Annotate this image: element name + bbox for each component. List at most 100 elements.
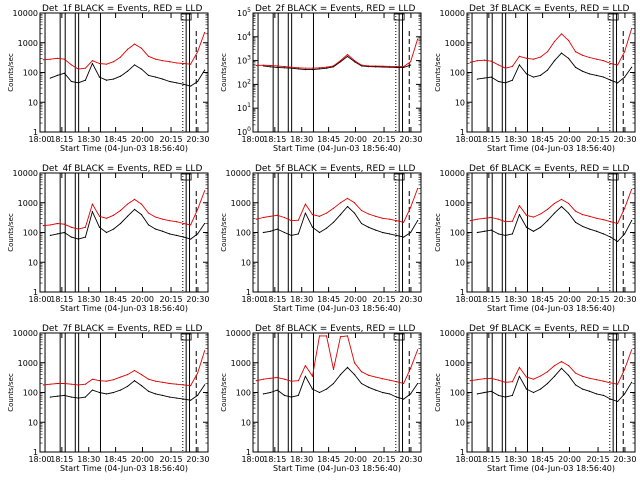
data-point-lld: [532, 378, 535, 380]
data-point-lld: [77, 68, 80, 70]
data-point-lld: [332, 207, 335, 209]
data-point-events: [588, 73, 591, 75]
data-point-lld: [490, 377, 492, 379]
y-tick-label: 1: [460, 448, 465, 457]
data-point-lld: [346, 197, 349, 200]
y-tick-label: 101: [237, 102, 251, 113]
data-point-lld: [140, 373, 143, 376]
data-point-lld: [532, 58, 535, 60]
data-point-lld: [346, 335, 349, 337]
data-point-lld: [119, 376, 122, 378]
data-point-events: [126, 215, 129, 217]
y-tick-label: 1: [33, 288, 38, 297]
data-point-events: [84, 396, 87, 398]
x-tick-label: 18:45: [317, 455, 340, 464]
data-point-events: [546, 382, 549, 385]
data-point-lld: [283, 65, 286, 68]
data-point-lld: [511, 65, 514, 68]
data-point-lld: [84, 383, 87, 385]
panel-det-9f: Det_9f BLACK = Events, RED = LLD 1 10 100 10…: [434, 324, 636, 473]
data-point-lld: [133, 198, 136, 200]
data-point-events: [70, 236, 73, 238]
data-point-lld: [304, 203, 307, 205]
data-point-lld: [119, 209, 122, 212]
data-point-lld: [168, 382, 171, 385]
data-point-events: [311, 68, 314, 71]
data-point-lld: [539, 213, 542, 215]
x-tick-label: 20:15: [587, 135, 610, 144]
y-tick-label: 10: [28, 418, 38, 427]
data-point-lld: [476, 218, 478, 220]
data-point-events: [119, 389, 122, 391]
data-point-lld: [42, 225, 44, 227]
data-point-lld: [276, 214, 278, 216]
data-point-lld: [112, 214, 115, 216]
data-point-lld: [539, 56, 542, 58]
x-tick-label: 18:45: [531, 455, 554, 464]
series-line-events: [50, 380, 205, 401]
data-point-lld: [381, 378, 384, 380]
data-point-events: [204, 222, 206, 225]
series-line-lld: [256, 38, 419, 69]
data-point-lld: [283, 378, 286, 380]
data-point-events: [168, 233, 171, 235]
y-tick-label: 1000: [18, 39, 38, 48]
data-point-events: [276, 389, 278, 391]
x-axis-label: Start Time (04-Jun-03 18:56:40): [273, 144, 401, 153]
y-tick-label: 100: [450, 229, 465, 238]
data-point-lld: [353, 362, 356, 364]
data-point-events: [339, 213, 342, 216]
y-tick-label: 100: [450, 389, 465, 398]
x-tick-label: 18:00: [241, 295, 264, 304]
data-point-events: [133, 380, 136, 382]
data-point-lld: [388, 218, 391, 220]
data-point-lld: [360, 64, 363, 66]
data-point-lld: [175, 221, 178, 223]
data-point-events: [624, 233, 626, 235]
data-point-events: [98, 226, 101, 228]
x-tick-label: 20:15: [373, 135, 396, 144]
data-point-lld: [98, 215, 101, 217]
data-point-events: [161, 394, 164, 396]
y-axis-label: Counts/sec: [7, 213, 15, 252]
data-point-events: [91, 211, 94, 213]
data-point-lld: [631, 27, 633, 30]
data-point-lld: [147, 212, 150, 214]
data-point-lld: [197, 51, 199, 53]
y-axis-label: Counts/sec: [434, 373, 442, 412]
data-point-events: [624, 76, 626, 78]
data-point-events: [602, 76, 605, 78]
data-point-events: [161, 78, 164, 80]
data-point-events: [56, 395, 58, 397]
top-marker: [607, 173, 619, 181]
data-point-lld: [332, 368, 335, 370]
x-axis-label: Start Time (04-Jun-03 18:56:40): [60, 464, 188, 473]
y-tick-label: 10: [241, 418, 251, 427]
y-tick-label: 100: [23, 389, 38, 398]
y-tick-label: 103: [237, 55, 251, 66]
data-point-events: [63, 72, 65, 74]
data-point-lld: [304, 365, 307, 367]
data-point-lld: [63, 223, 65, 225]
y-tick-label: 1000: [231, 359, 251, 368]
data-point-events: [511, 233, 514, 235]
data-point-lld: [588, 377, 591, 379]
data-point-lld: [290, 66, 293, 68]
data-point-lld: [140, 203, 143, 205]
y-axis-label: Counts/sec: [434, 213, 442, 252]
series-line-lld: [43, 32, 206, 70]
y-tick-label: 10: [241, 258, 251, 267]
x-tick-label: 20:00: [131, 135, 154, 144]
data-point-events: [98, 76, 101, 78]
data-point-lld: [255, 380, 257, 382]
data-point-lld: [595, 217, 598, 219]
data-point-lld: [403, 65, 405, 68]
data-point-events: [410, 64, 412, 66]
data-point-lld: [77, 384, 80, 386]
data-point-lld: [262, 378, 264, 380]
data-point-lld: [403, 382, 405, 385]
data-point-lld: [476, 379, 478, 381]
data-point-lld: [553, 202, 556, 205]
panel-title: Det_7f BLACK = Events, RED = LLD: [42, 324, 202, 334]
y-tick-label: 104: [237, 31, 251, 42]
